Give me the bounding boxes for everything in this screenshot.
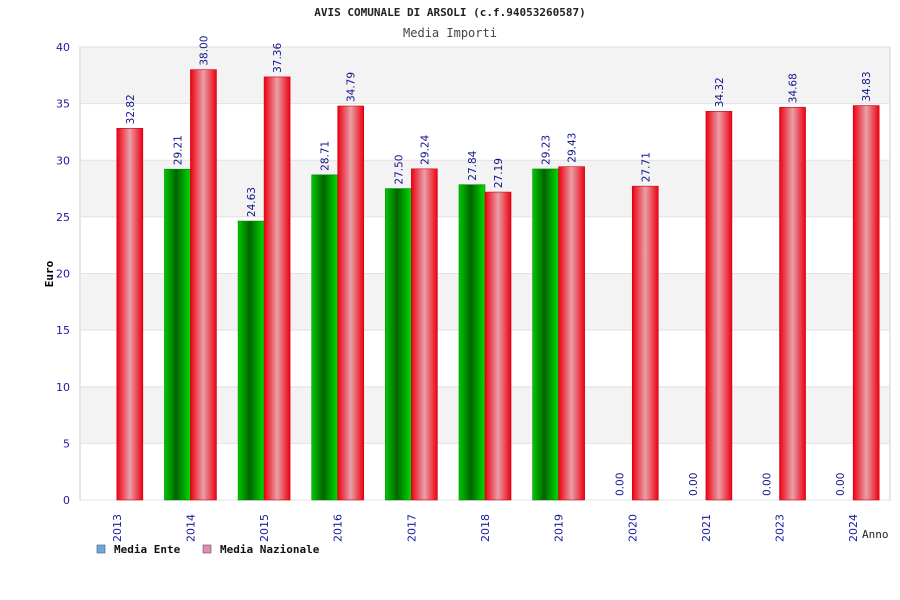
- data-label: 32.82: [125, 94, 137, 124]
- y-axis-ticks: 0 5 10 15 20 25 30 35 40: [56, 41, 70, 507]
- y-tick-label: 30: [56, 154, 70, 167]
- bar-media-nazionale: [411, 168, 438, 501]
- data-label: 27.19: [493, 158, 505, 188]
- legend-label: Media Ente: [114, 543, 181, 556]
- y-axis-label: Euro: [43, 260, 56, 287]
- bar-media-ente: [385, 188, 412, 501]
- chart-title: AVIS COMUNALE DI ARSOLI (c.f.94053260587…: [314, 6, 586, 19]
- data-label: 29.21: [172, 135, 184, 165]
- x-tick-label: 2020: [626, 514, 639, 542]
- data-label: 29.24: [419, 134, 431, 164]
- bar-media-nazionale: [852, 105, 880, 501]
- x-tick-label: 2015: [258, 514, 271, 542]
- y-tick-label: 25: [56, 211, 70, 224]
- y-tick-label: 0: [63, 494, 70, 507]
- legend: Media Ente Media Nazionale: [96, 543, 320, 556]
- bar-media-ente: [237, 220, 265, 501]
- x-tick-label: 2021: [700, 514, 713, 542]
- x-tick-label: 2014: [184, 514, 197, 542]
- x-tick-label: 2024: [847, 514, 860, 542]
- data-label: 34.32: [714, 77, 726, 107]
- data-label: 34.68: [788, 73, 800, 103]
- bars: [116, 69, 880, 501]
- legend-swatch: [96, 544, 106, 554]
- bar-media-nazionale: [558, 166, 585, 501]
- data-label: 27.71: [640, 152, 652, 182]
- data-labels: 32.82 29.21 38.00 24.63 37.36 28.71 34.79 27.50…: [125, 36, 873, 496]
- data-label: 34.79: [346, 72, 358, 102]
- y-tick-label: 35: [56, 98, 70, 111]
- bar-media-nazionale: [779, 106, 806, 501]
- data-label: 34.83: [861, 71, 873, 101]
- data-label: 0.00: [762, 473, 774, 496]
- data-label: 24.63: [246, 187, 258, 217]
- x-axis-label: Anno: [862, 528, 889, 541]
- data-label: 29.43: [567, 133, 579, 163]
- x-tick-label: 2019: [553, 514, 566, 542]
- legend-label: Media Nazionale: [220, 543, 320, 556]
- y-tick-label: 40: [56, 41, 70, 54]
- bar-media-ente: [164, 168, 191, 501]
- data-label: 27.50: [393, 155, 405, 185]
- bar-media-ente: [458, 184, 486, 501]
- bar-media-nazionale: [705, 111, 733, 501]
- bar-media-nazionale: [116, 128, 144, 501]
- y-tick-label: 15: [56, 324, 70, 337]
- y-tick-label: 10: [56, 381, 70, 394]
- x-tick-label: 2013: [111, 514, 124, 542]
- bar-media-nazionale: [631, 185, 659, 501]
- data-label: 28.71: [320, 141, 332, 171]
- legend-swatch: [202, 544, 212, 554]
- y-tick-label: 20: [56, 268, 70, 281]
- data-label: 0.00: [835, 473, 847, 496]
- data-label: 38.00: [198, 36, 210, 66]
- x-axis-ticks: 2013 2014 2015 2016 2017 2018 2019 2020 2021 2023…: [111, 514, 860, 542]
- bar-media-nazionale: [190, 69, 217, 501]
- data-label: 0.00: [614, 473, 626, 496]
- bar-media-nazionale: [263, 76, 291, 501]
- x-tick-label: 2018: [479, 514, 492, 542]
- x-tick-label: 2023: [774, 514, 787, 542]
- bar-media-ente: [311, 174, 339, 501]
- data-label: 27.84: [467, 150, 479, 180]
- x-tick-label: 2016: [332, 514, 345, 542]
- x-tick-label: 2017: [405, 514, 418, 542]
- data-label: 29.23: [541, 135, 553, 165]
- chart-subtitle: Media Importi: [403, 26, 497, 40]
- data-label: 0.00: [688, 473, 700, 496]
- bar-media-nazionale: [337, 105, 365, 501]
- y-tick-label: 5: [63, 437, 70, 450]
- bar-media-nazionale: [484, 191, 512, 501]
- data-label: 37.36: [272, 43, 284, 73]
- bar-media-ente: [532, 168, 559, 501]
